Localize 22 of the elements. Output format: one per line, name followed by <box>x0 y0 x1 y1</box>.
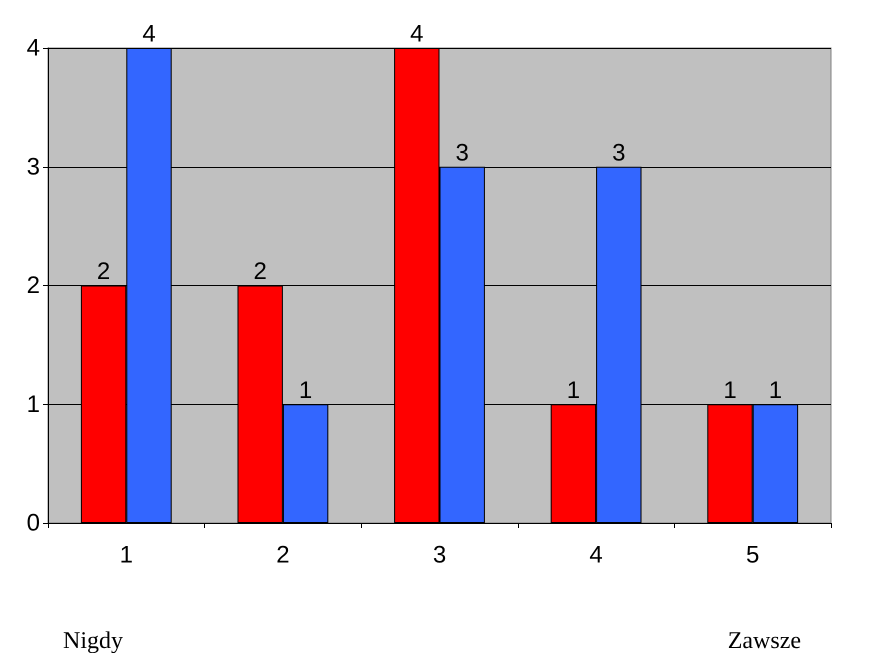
y-tick-label: 2 <box>26 272 40 299</box>
text: Nigdy <box>63 628 123 654</box>
y-tick-label: 3 <box>26 153 40 180</box>
data-label: 1 <box>298 376 312 404</box>
data-label: 2 <box>96 258 110 285</box>
data-label: 1 <box>723 376 737 404</box>
x-tick-label: 3 <box>432 542 446 568</box>
data-label: 1 <box>566 376 580 404</box>
data-label: 4 <box>142 20 156 48</box>
x-tick-label: 1 <box>120 542 133 568</box>
y-tick-label: 4 <box>26 34 40 62</box>
x-tick-label: 2 <box>276 542 290 568</box>
data-label: 3 <box>456 139 469 166</box>
y-tick-label: 0 <box>26 510 40 536</box>
x-tick-label: 5 <box>746 542 760 568</box>
data-label: 2 <box>254 258 267 285</box>
text: Zawsze <box>728 628 802 654</box>
data-label: 4 <box>410 20 424 48</box>
y-tick-label: 1 <box>26 390 40 418</box>
data-label: 3 <box>612 139 626 166</box>
data-label: 1 <box>768 376 782 404</box>
x-tick-label: 4 <box>589 542 603 568</box>
